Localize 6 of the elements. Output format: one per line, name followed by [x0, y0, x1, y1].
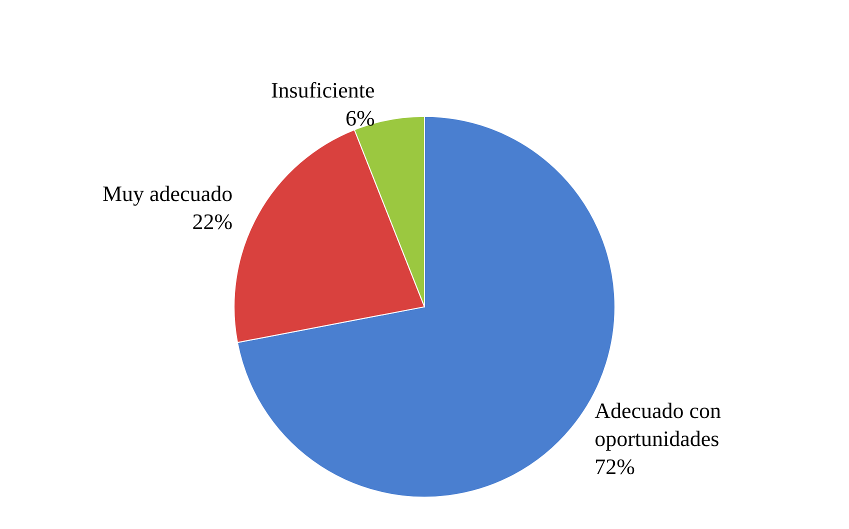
slice-label: Insuficiente: [270, 78, 375, 103]
data-label: 22%: [192, 208, 233, 234]
slice-label: Muy adecuado: [102, 180, 233, 206]
data-label: 6%: [345, 106, 375, 131]
data-label: 72%: [594, 454, 635, 479]
slice-label: Adecuado con oportunidades: [594, 398, 722, 451]
